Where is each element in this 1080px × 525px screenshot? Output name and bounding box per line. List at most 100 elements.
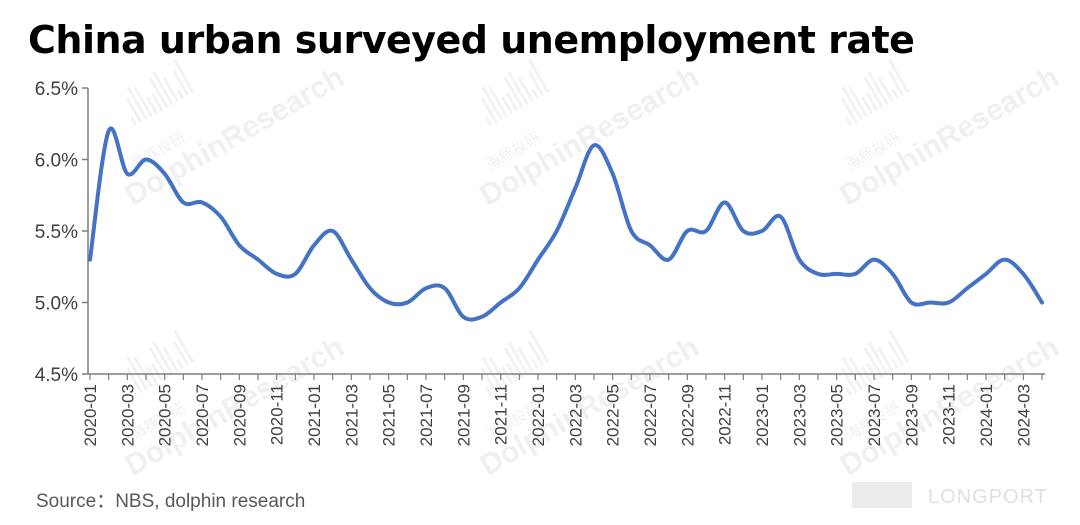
watermark-bar	[528, 329, 550, 364]
data-point	[424, 286, 428, 290]
watermark-bar	[176, 358, 185, 370]
data-point	[629, 229, 633, 233]
watermark-bar	[150, 362, 164, 382]
data-point	[461, 315, 465, 319]
watermark-bar	[860, 96, 874, 115]
watermark-bar	[888, 329, 910, 364]
data-point	[368, 286, 372, 290]
data-point	[685, 229, 689, 233]
watermark-bar	[517, 346, 534, 373]
watermark-bar	[129, 116, 138, 127]
watermark-bar	[891, 88, 900, 100]
watermark-bar	[126, 97, 143, 124]
watermark-bar	[488, 86, 509, 118]
data-point	[219, 215, 223, 219]
y-tick-label: 4.5%	[35, 365, 78, 386]
watermark-bar	[860, 366, 874, 385]
data-point	[1021, 272, 1025, 276]
data-point	[181, 200, 185, 204]
watermark-bar	[888, 59, 910, 94]
data-point	[611, 172, 615, 176]
watermark-bar	[891, 358, 900, 370]
x-tick-label: 2021-07	[417, 384, 436, 446]
data-point	[891, 272, 895, 276]
x-tick-label: 2022-09	[678, 384, 697, 446]
watermark-bar	[500, 366, 514, 385]
watermark-bar	[148, 347, 169, 379]
watermark-bar	[145, 366, 159, 385]
x-tick-label: 2022-07	[641, 384, 660, 446]
watermark-bar	[126, 86, 148, 121]
x-tick-label: 2020-05	[156, 384, 175, 446]
watermark-bar	[152, 71, 174, 106]
watermark-bar	[481, 97, 498, 124]
x-tick-label: 2023-01	[753, 384, 772, 446]
watermark-bar	[527, 340, 545, 367]
data-point	[275, 272, 279, 276]
data-point	[88, 258, 92, 262]
data-point	[816, 272, 820, 276]
watermark-corner-text: LONGPORT	[928, 486, 1048, 508]
y-tick-label: 5.0%	[35, 294, 78, 315]
data-point	[704, 229, 708, 233]
data-point	[573, 186, 577, 190]
data-point	[723, 200, 727, 204]
data-point	[1040, 301, 1044, 305]
y-tick-label: 6.0%	[35, 151, 78, 172]
watermark-bar	[484, 116, 493, 127]
watermark-bar	[133, 86, 154, 118]
x-tick-label: 2020-09	[230, 384, 249, 446]
watermark-bar	[162, 76, 179, 103]
x-tick-label: 2022-05	[604, 384, 623, 446]
data-point	[779, 215, 783, 219]
watermark-bar	[503, 347, 524, 379]
data-point	[349, 258, 353, 262]
x-tick-label: 2022-11	[716, 384, 735, 445]
watermark-bar	[848, 86, 869, 118]
watermark-bar	[528, 59, 550, 94]
watermark-bar	[148, 77, 169, 109]
data-point	[592, 143, 596, 147]
watermark-bar	[863, 77, 884, 109]
watermark-bar	[505, 92, 519, 112]
watermark-bar	[176, 88, 185, 100]
data-point	[293, 272, 297, 276]
data-point	[536, 258, 540, 262]
watermark-bar	[865, 92, 879, 112]
data-point	[200, 200, 204, 204]
series-line	[88, 126, 1044, 322]
data-point	[741, 229, 745, 233]
data-point	[387, 301, 391, 305]
watermark-bar	[484, 386, 493, 397]
watermark-bar	[145, 96, 159, 115]
chart-title: China urban surveyed unemployment rate	[28, 18, 915, 62]
watermark-bar	[481, 86, 503, 121]
x-tick-label: 2024-03	[1014, 384, 1033, 446]
data-point	[405, 301, 409, 305]
watermark-bar	[162, 346, 179, 373]
x-tick-label: 2021-11	[492, 384, 511, 445]
watermark-bar	[172, 70, 190, 97]
watermark-bar	[887, 340, 905, 367]
watermark-bar	[172, 340, 190, 367]
watermark-bar	[887, 70, 905, 97]
x-tick-label: 2021-03	[342, 384, 361, 446]
watermark-bar	[150, 92, 164, 112]
watermark-bar	[517, 76, 534, 103]
watermark-bar	[133, 356, 154, 388]
x-tick-label: 2020-07	[193, 384, 212, 446]
data-point	[312, 243, 316, 247]
data-point	[947, 301, 951, 305]
data-point	[872, 258, 876, 262]
x-tick-label: 2020-11	[268, 384, 287, 445]
watermark-bar	[531, 88, 540, 100]
watermark-bar	[527, 70, 545, 97]
watermark-bar	[129, 386, 138, 397]
data-point	[256, 258, 260, 262]
data-point	[984, 272, 988, 276]
watermark-bar	[505, 362, 519, 382]
